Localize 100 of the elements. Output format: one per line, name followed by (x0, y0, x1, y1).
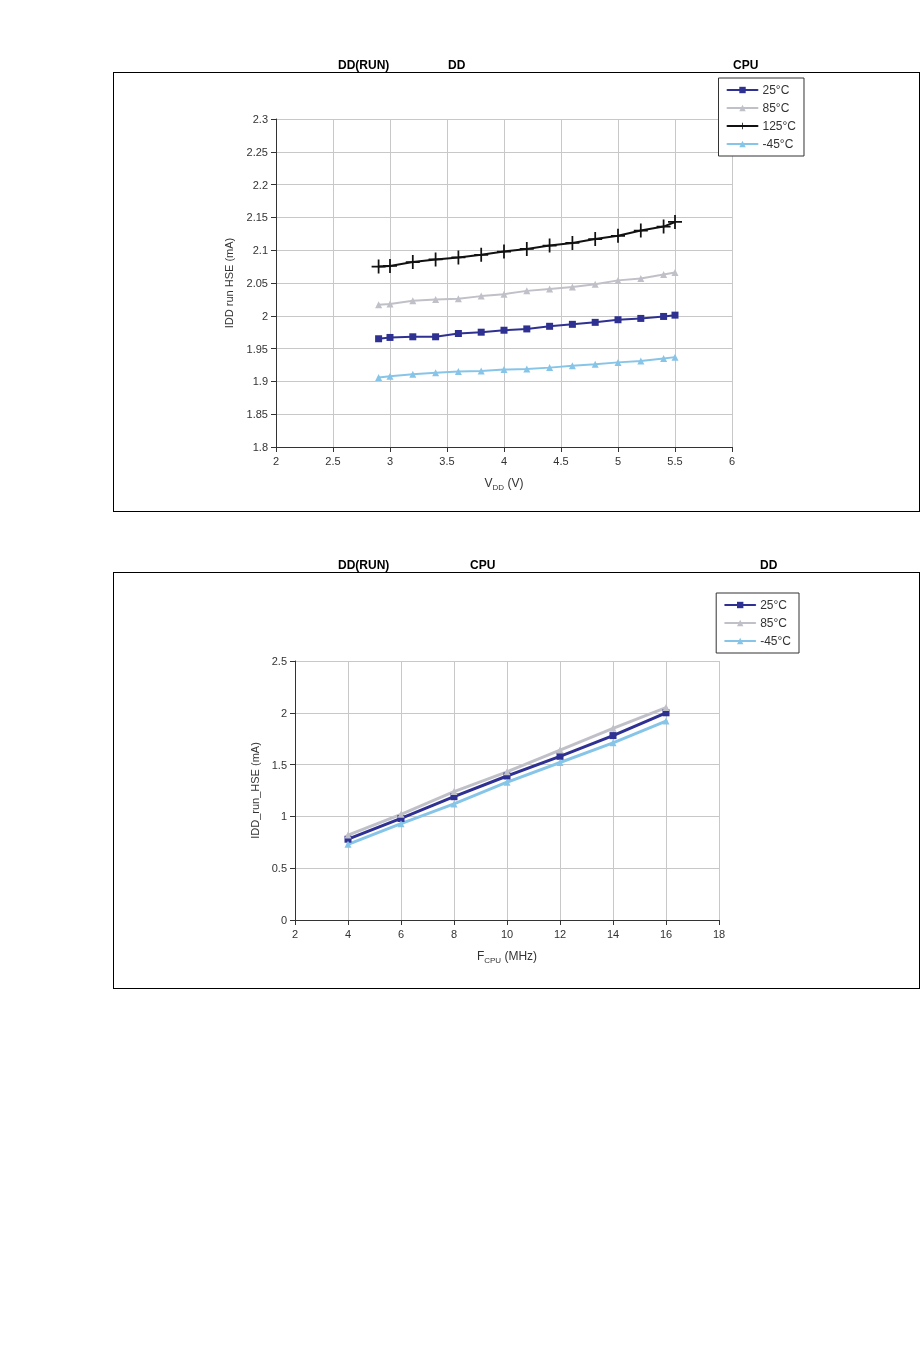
x-tick-label: 5 (614, 454, 622, 467)
legend-label: 25°C (762, 83, 790, 97)
point (662, 704, 670, 712)
y-tick-label: 2 (261, 309, 268, 322)
text: DD (760, 558, 778, 572)
point (556, 759, 564, 767)
y-axis-title: IDD run HSE (mA) (222, 237, 235, 329)
text: CPU (733, 58, 759, 72)
legend-label: 25°C (760, 598, 788, 612)
point (375, 301, 383, 309)
point (409, 370, 417, 378)
y-tick-label: 2.3 (252, 113, 268, 125)
y-axis-title: IDD_run_HSE (mA) (249, 742, 262, 839)
point (609, 724, 617, 732)
point (671, 311, 679, 319)
point (503, 768, 511, 776)
point (375, 373, 383, 381)
y-tick-label: 1.95 (246, 342, 268, 355)
point (386, 372, 394, 380)
point (344, 831, 352, 839)
x-tick-label: 8 (450, 927, 458, 940)
point (546, 322, 554, 330)
point (450, 788, 458, 796)
point (500, 366, 508, 374)
point (637, 314, 645, 322)
point (344, 840, 352, 848)
point (591, 360, 599, 368)
point (637, 357, 645, 365)
point (660, 354, 668, 362)
y-tick-label: 2.15 (246, 211, 268, 224)
point (668, 214, 682, 229)
x-tick-label: 16 (659, 927, 673, 940)
point (591, 280, 599, 288)
x-tick-label: 3 (386, 454, 394, 467)
y-tick-label: 2.25 (246, 145, 268, 158)
point (556, 746, 564, 754)
x-tick-label: 2.5 (325, 454, 341, 467)
text: CPU (470, 558, 496, 572)
point (568, 362, 576, 370)
point (523, 325, 531, 333)
point (405, 255, 420, 270)
point (477, 292, 485, 300)
point (614, 358, 622, 366)
point (546, 364, 554, 372)
x-tick-label: 5.5 (667, 454, 683, 467)
legend-label: -45°C (760, 634, 792, 648)
point (609, 739, 617, 747)
point (375, 335, 383, 343)
text: DD(RUN) (338, 558, 390, 572)
x-tick-label: 6 (397, 927, 405, 940)
y-tick-label: 1.5 (271, 758, 287, 771)
point (397, 810, 405, 818)
y-tick-label: 2.2 (252, 178, 268, 191)
legend-label: 85°C (760, 616, 788, 630)
point (397, 820, 405, 828)
y-tick-label: 0 (280, 914, 287, 926)
point (609, 732, 617, 740)
x-tick-label: 3.5 (439, 454, 455, 467)
y-tick-label: 2.1 (252, 244, 268, 257)
point (500, 326, 508, 334)
y-tick-label: 2 (280, 706, 287, 719)
y-tick-label: 2.05 (246, 277, 268, 289)
y-tick-label: 1.8 (252, 441, 268, 453)
y-tick-label: 1.9 (252, 375, 268, 388)
point (500, 290, 508, 298)
point (409, 333, 417, 341)
point (614, 316, 622, 324)
point (637, 274, 645, 282)
point (477, 328, 485, 336)
x-tick-label: 4 (344, 927, 352, 940)
x-tick-label: 14 (606, 927, 620, 940)
point (383, 258, 397, 273)
point (503, 778, 511, 786)
point (588, 232, 603, 247)
point (568, 320, 576, 328)
point (660, 312, 668, 320)
x-tick-label: 6 (728, 454, 736, 467)
text: DD(RUN) (338, 58, 390, 72)
point (671, 269, 679, 276)
x-tick-label: 4 (500, 454, 508, 467)
point (432, 333, 440, 341)
point (474, 247, 489, 262)
x-tick-label: 10 (500, 927, 514, 940)
point (591, 318, 599, 326)
x-tick-label: 12 (553, 927, 567, 940)
point (454, 295, 462, 303)
point (432, 295, 440, 303)
point (454, 368, 462, 376)
x-tick-label: 18 (712, 927, 726, 940)
point (614, 276, 622, 284)
point (454, 330, 462, 338)
y-tick-label: 2.5 (271, 655, 287, 667)
legend-label: 125°C (762, 119, 797, 133)
y-tick-label: 0.5 (271, 862, 287, 875)
y-tick-label: 1.85 (246, 408, 268, 421)
x-tick-label: 2 (291, 927, 299, 940)
point (450, 800, 458, 808)
legend-label: 85°C (762, 101, 790, 115)
point (611, 228, 625, 243)
point (386, 300, 394, 308)
